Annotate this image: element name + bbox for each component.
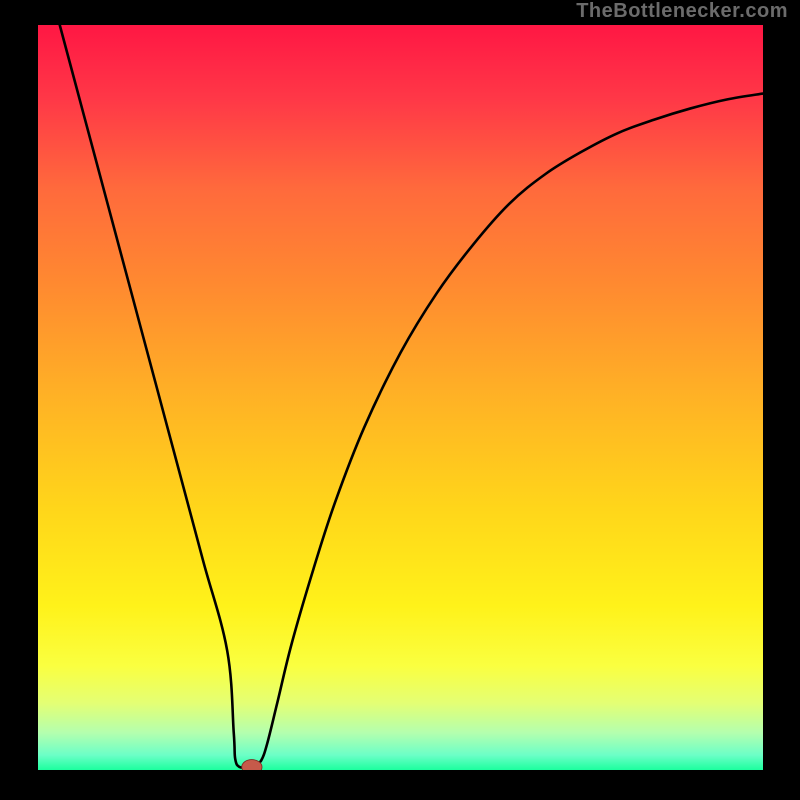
gradient-background xyxy=(38,25,763,770)
chart-container: { "meta": { "source_watermark": "TheBott… xyxy=(0,0,800,800)
plot-area xyxy=(38,25,763,770)
source-watermark: TheBottlenecker.com xyxy=(576,0,788,23)
plot-svg xyxy=(38,25,763,770)
